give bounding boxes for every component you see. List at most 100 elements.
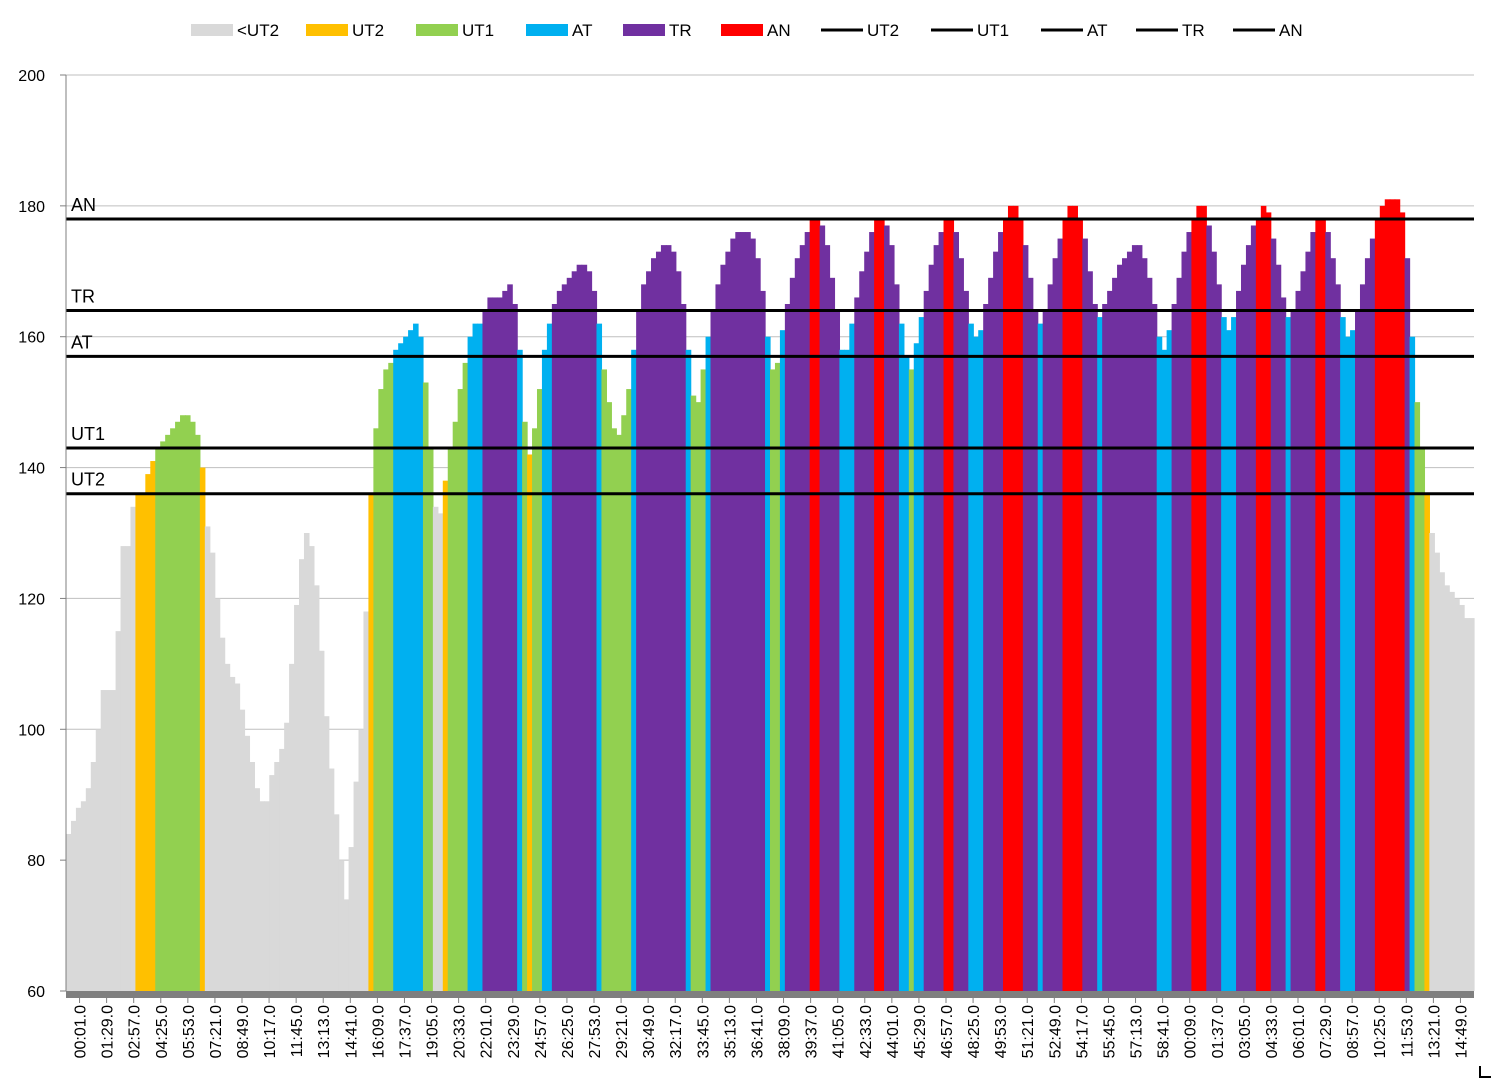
x-tick-label: 27:53.0 xyxy=(587,1005,604,1058)
heart-rate-bar xyxy=(918,317,925,992)
heart-rate-bar xyxy=(437,513,444,991)
heart-rate-bar xyxy=(784,304,791,991)
heart-rate-bar xyxy=(323,716,330,991)
y-tick-label: 80 xyxy=(27,853,45,870)
heart-rate-bar xyxy=(903,356,910,992)
heart-rate-bar xyxy=(1439,572,1445,991)
x-tick-label: 42:33.0 xyxy=(858,1005,875,1058)
legend-swatch-below-ut2 xyxy=(191,24,233,36)
heart-rate-bar xyxy=(616,434,622,991)
heart-rate-bar xyxy=(1419,447,1426,991)
heart-rate-bar xyxy=(432,506,439,991)
heart-rate-bar xyxy=(541,349,548,991)
heart-rate-bar xyxy=(670,251,677,991)
heart-rate-bar xyxy=(497,297,503,992)
legend-label: UT1 xyxy=(977,21,1009,40)
heart-rate-bar xyxy=(839,349,845,991)
x-tick-label: 35:13.0 xyxy=(722,1005,739,1058)
heart-rate-bar xyxy=(482,310,489,991)
heart-rate-bar xyxy=(799,245,806,992)
heart-rate-bar xyxy=(467,336,474,992)
heart-rate-bar xyxy=(303,533,310,991)
heart-rate-bar xyxy=(1364,258,1371,991)
heart-rate-bar xyxy=(1052,258,1059,991)
heart-rate-bar xyxy=(150,461,156,991)
heart-rate-bar xyxy=(551,304,558,991)
x-tick-label: 52:49.0 xyxy=(1047,1005,1064,1058)
legend-label: UT1 xyxy=(462,21,494,40)
heart-rate-bar xyxy=(938,232,945,991)
x-tick-label: 08:57.0 xyxy=(1345,1005,1362,1058)
heart-rate-bar xyxy=(1295,290,1302,991)
heart-rate-bar xyxy=(80,801,87,991)
heart-rate-bar xyxy=(1300,271,1307,991)
heart-rate-bar xyxy=(1141,258,1148,991)
heart-rate-bar xyxy=(1270,238,1277,991)
heart-rate-bar xyxy=(1037,323,1044,991)
heart-rate-bar xyxy=(343,899,350,991)
heart-rate-bar xyxy=(631,349,637,991)
heart-rate-bar xyxy=(502,290,508,991)
heart-rate-bar xyxy=(214,598,221,991)
heart-rate-bar xyxy=(338,860,345,991)
heart-rate-bar xyxy=(1231,317,1237,992)
heart-rate-bar xyxy=(725,251,731,991)
heart-rate-bar xyxy=(1032,310,1039,991)
heart-rate-bar xyxy=(90,762,97,991)
heart-rate-bar xyxy=(779,330,786,991)
axes: 60 80 100 120 140 160 180 200 00:01.0 01:29.0 02:5… xyxy=(18,68,1474,1058)
heart-rate-bar xyxy=(1161,349,1168,991)
heart-rate-bar xyxy=(422,382,429,991)
legend-label: AT xyxy=(572,21,592,40)
heart-rate-bar xyxy=(1176,277,1183,992)
heart-rate-bar xyxy=(254,788,260,991)
heart-rate-bar xyxy=(1181,251,1188,991)
heart-rate-bar xyxy=(730,238,736,991)
heart-rate-bar xyxy=(1206,225,1212,992)
heart-rate-bar xyxy=(958,258,964,991)
heart-rate-bar xyxy=(1320,218,1326,991)
heart-rate-bar xyxy=(413,323,419,991)
heart-rate-bar xyxy=(170,428,176,991)
heart-rate-bar xyxy=(1335,284,1341,991)
threshold-label-an: AN xyxy=(71,195,96,215)
heart-rate-bar xyxy=(1250,225,1257,992)
x-tick-label: 02:57.0 xyxy=(127,1005,144,1058)
heart-rate-bar xyxy=(1275,264,1282,991)
heart-rate-bar xyxy=(66,833,72,991)
heart-rate-bar xyxy=(1102,304,1108,991)
legend-label: AT xyxy=(1087,21,1107,40)
heart-rate-bar xyxy=(789,277,796,992)
x-tick-label: 32:17.0 xyxy=(668,1005,685,1058)
heart-rate-bar xyxy=(760,290,766,991)
heart-rate-bar xyxy=(1290,310,1297,991)
heart-rate-bar xyxy=(175,421,181,991)
heart-rate-bar xyxy=(948,218,955,991)
y-tick-label: 140 xyxy=(18,461,45,478)
heart-rate-bar xyxy=(1007,205,1014,992)
heart-rate-bar xyxy=(1047,284,1054,991)
heart-rate-bar xyxy=(655,251,662,991)
heart-rate-bar xyxy=(571,271,578,991)
threshold-label-tr: TR xyxy=(71,287,95,307)
heart-rate-bar xyxy=(313,585,320,991)
heart-rate-bar xyxy=(819,225,826,992)
heart-rate-bar xyxy=(229,676,236,991)
heart-rate-bar xyxy=(85,788,92,991)
heart-rate-bar xyxy=(879,218,885,991)
heart-rate-bar xyxy=(1414,402,1421,991)
heart-rate-bar xyxy=(1062,218,1069,991)
heart-rate-bar xyxy=(1117,264,1123,991)
heart-rate-bar xyxy=(1067,205,1074,992)
heart-rate-bar xyxy=(378,389,384,991)
heart-rate-bar xyxy=(1394,199,1401,991)
heart-rate-bar xyxy=(774,362,781,991)
heart-rate-bar xyxy=(973,336,979,992)
heart-rate-bar xyxy=(1464,618,1470,991)
heart-rate-bar xyxy=(586,271,593,991)
heart-rate-bar xyxy=(1151,304,1158,991)
resize-corner-icon xyxy=(1479,1066,1491,1078)
x-tick-label: 06:01.0 xyxy=(1291,1005,1308,1058)
heart-rate-bar xyxy=(705,336,712,992)
